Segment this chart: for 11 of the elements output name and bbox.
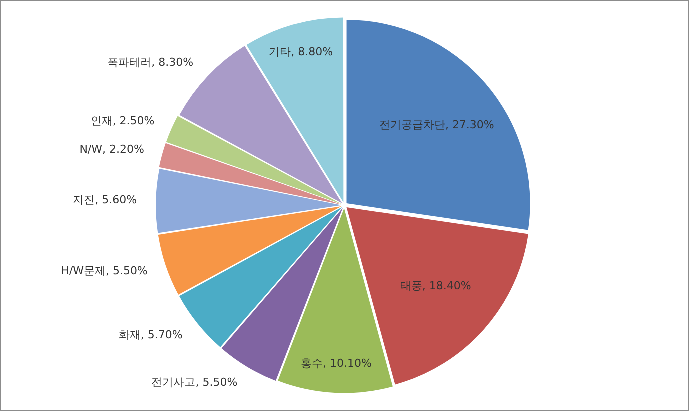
slice-label: 전기사고, 5.50% [152,376,238,390]
slice-label: 태풍, 18.40% [400,279,472,292]
slice-label: 지진, 5.60% [73,193,138,206]
slice-label: H/W문제, 5.50% [61,264,148,278]
slice-label: 홍수, 10.10% [301,356,372,370]
slice-label: N/W, 2.20% [80,143,144,156]
slice-label: 화재, 5.70% [118,328,183,342]
slice-label: 폭파테러, 8.30% [108,56,194,69]
slice-label: 기타, 8.80% [269,46,334,59]
slice-label: 인재, 2.50% [90,114,155,128]
slice-label: 전기공급차단, 27.30% [379,118,494,132]
